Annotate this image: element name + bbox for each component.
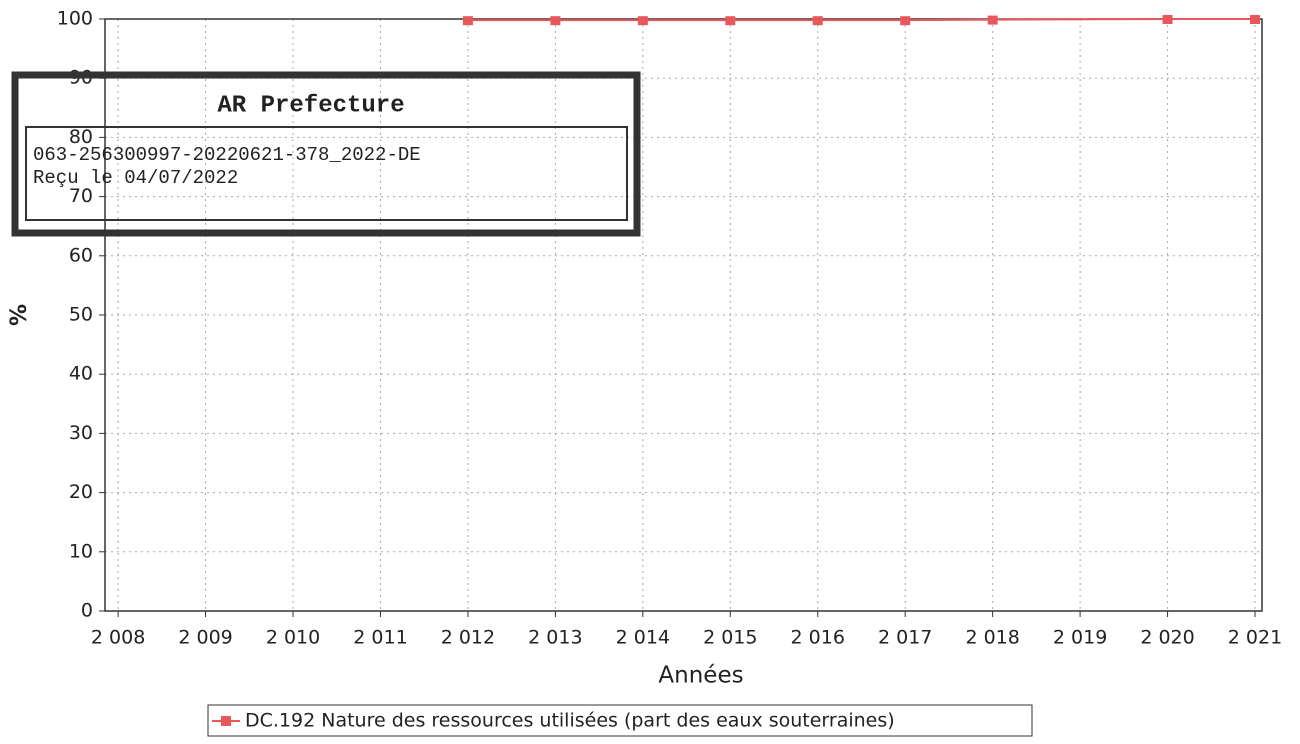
y-tick-label: 30 [69, 422, 93, 444]
x-tick-label: 2 015 [703, 627, 757, 649]
y-tick-label: 60 [69, 244, 93, 266]
stamp-inner [25, 126, 628, 221]
y-tick-label: 70 [69, 185, 93, 207]
point [637, 16, 648, 26]
point [725, 16, 736, 26]
x-tick-label: 2 008 [91, 627, 145, 649]
point [812, 16, 823, 26]
x-tick-label: 2 019 [1053, 627, 1107, 649]
stamp-line: 063-256300997-20220621-378_2022-DE [33, 144, 421, 166]
y-tick-label: 80 [69, 126, 93, 148]
point [900, 16, 911, 26]
x-tick-label: 2 009 [178, 627, 232, 649]
y-tick-label: 40 [69, 363, 93, 385]
point [987, 15, 998, 25]
x-tick-label: 2 018 [965, 627, 1019, 649]
stamp-title: AR Prefecture [217, 92, 404, 119]
x-tick-label: 2 012 [441, 627, 495, 649]
point [550, 16, 561, 26]
x-axis-label: Années [658, 663, 743, 689]
y-tick-label: 100 [57, 8, 93, 30]
y-tick-label: 20 [69, 481, 93, 503]
legend-label: DC.192 Nature des ressources utilisées (… [245, 710, 895, 732]
legend-marker [221, 716, 231, 726]
legend-box [207, 704, 1033, 737]
stamp-line: Reçu le 04/07/2022 [33, 167, 238, 189]
y-tick-label: 10 [69, 540, 93, 562]
x-tick-label: 2 020 [1140, 627, 1194, 649]
y-tick-label: 50 [69, 304, 93, 326]
x-tick-label: 2 021 [1228, 627, 1282, 649]
x-tick-label: 2 013 [528, 627, 582, 649]
point [1162, 15, 1173, 24]
y-axis-label: % [7, 304, 32, 326]
y-tick-label: 0 [81, 600, 93, 622]
x-tick-label: 2 011 [353, 627, 407, 649]
x-tick-label: 2 014 [616, 627, 670, 649]
plot-frame [104, 18, 1263, 612]
x-tick-label: 2 016 [791, 627, 845, 649]
point [462, 16, 473, 26]
point [1250, 15, 1261, 24]
x-tick-label: 2 010 [266, 627, 320, 649]
stamp-outer [11, 71, 641, 237]
x-tick-label: 2 017 [878, 627, 932, 649]
